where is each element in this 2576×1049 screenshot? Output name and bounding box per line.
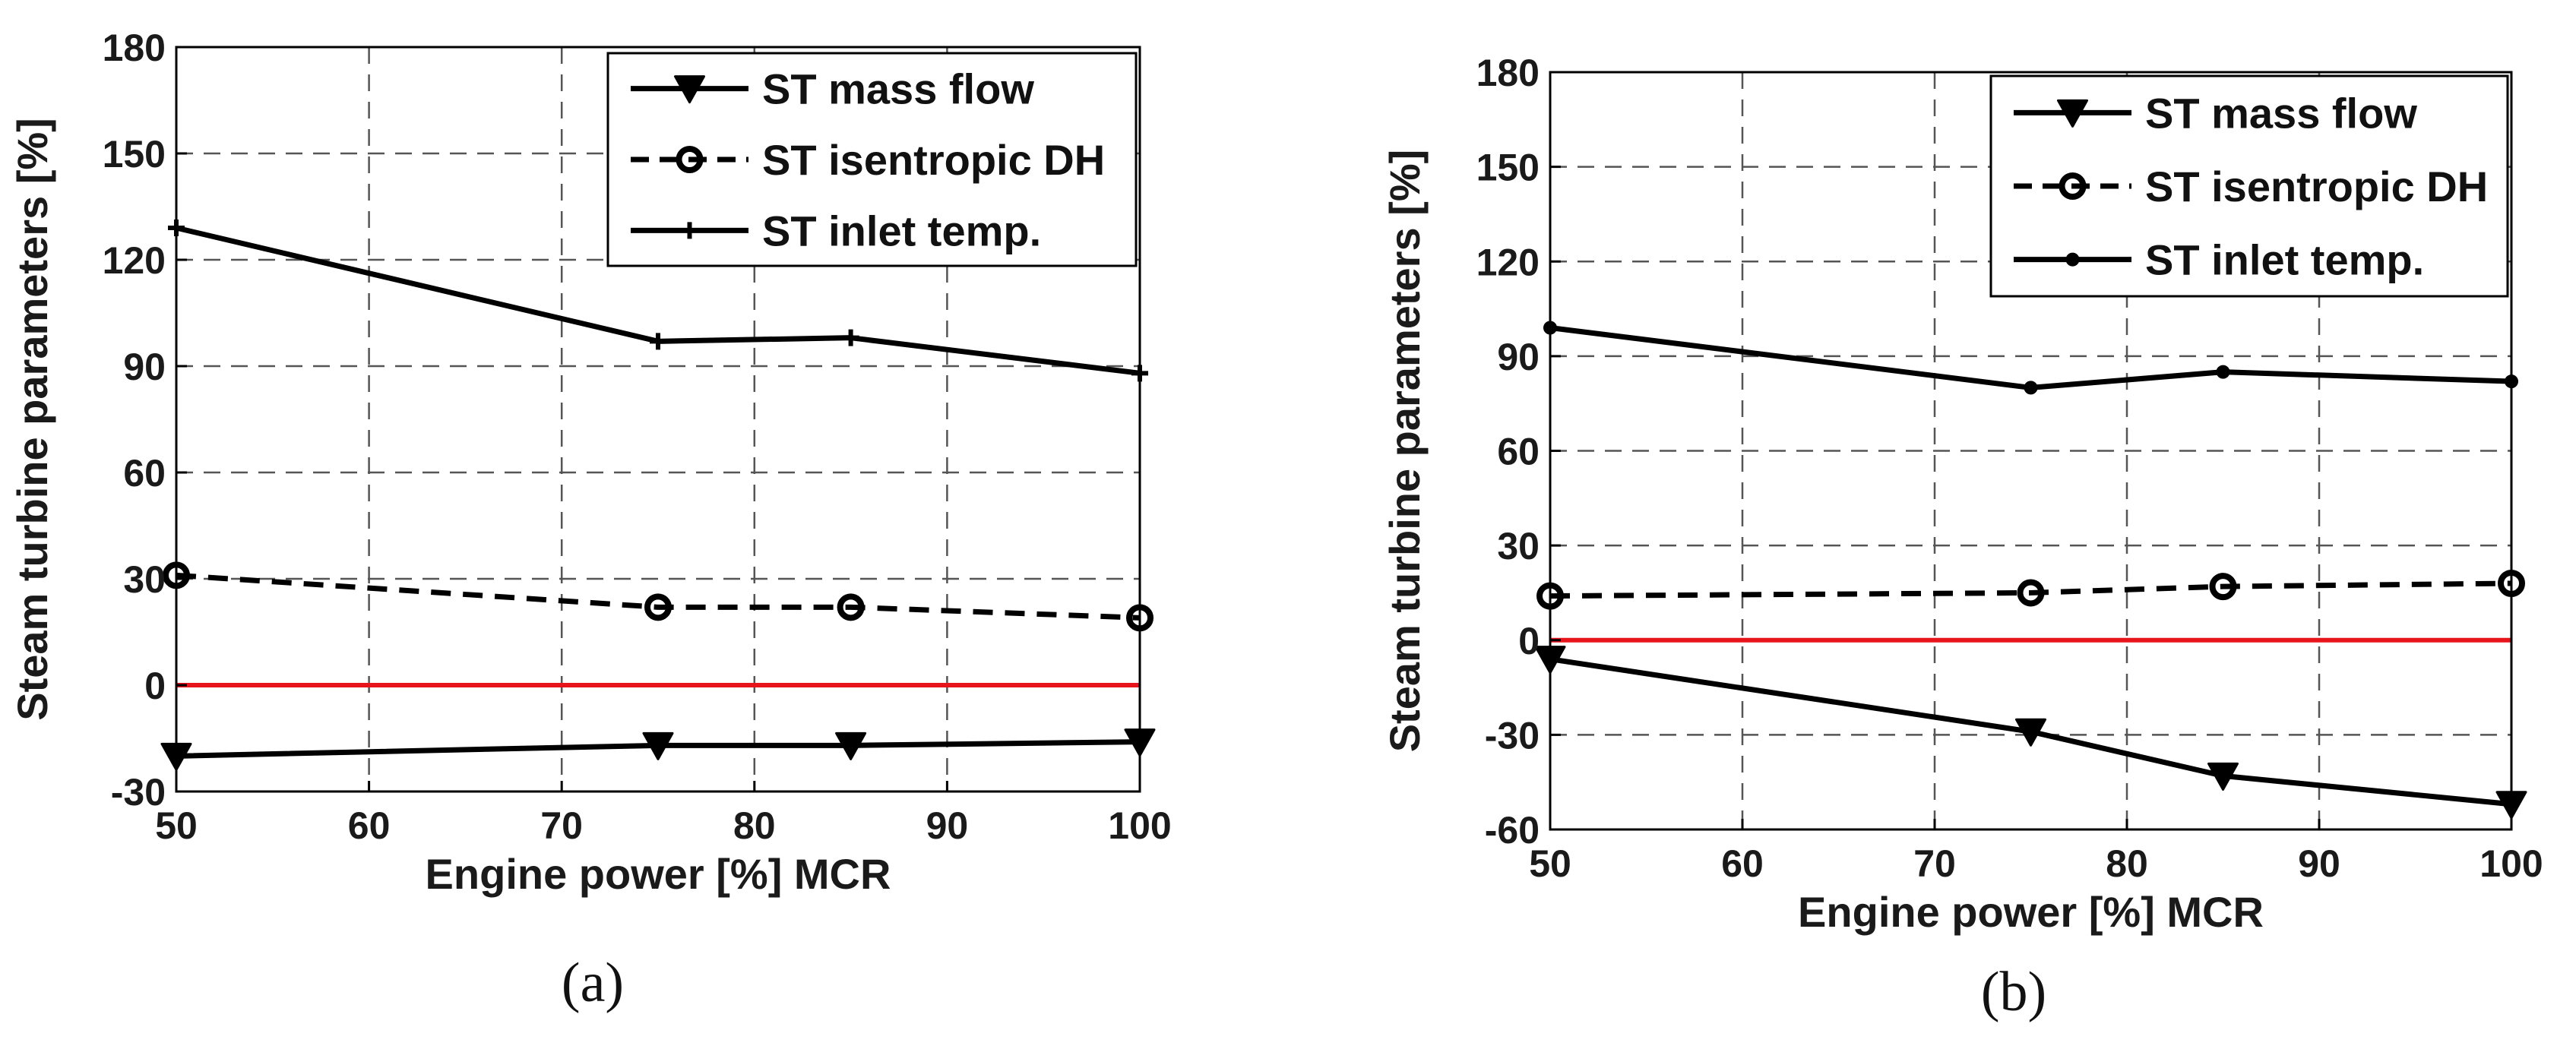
x-tick-label: 100: [2479, 842, 2543, 885]
figure-caption: (a): [562, 952, 624, 1014]
y-tick-label: 90: [1497, 336, 1540, 378]
y-tick-label: 120: [1476, 241, 1540, 283]
legend-marker: [674, 75, 705, 104]
series-line: [176, 572, 1141, 621]
x-tick-label: 60: [348, 804, 391, 847]
series-st-inlet-temp: [168, 220, 1148, 382]
data-point: [2015, 718, 2046, 747]
series-line: [1549, 325, 2512, 390]
axes-frame: [175, 46, 1141, 793]
chart-a: 50 60 70 80 90 100 -30 0 30 60 90 120 150 180 Engine p…: [8, 27, 1172, 1014]
x-tick-label: 70: [540, 804, 583, 847]
data-point: [2209, 573, 2237, 601]
data-point: [650, 333, 666, 350]
y-tick-label: 90: [123, 346, 166, 388]
data-point: [642, 731, 674, 760]
data-point: [644, 593, 672, 621]
y-axis-label: Steam turbine parameters [%]: [1381, 150, 1429, 753]
legend-label: ST mass flow: [762, 65, 1034, 113]
y-tick-label: 60: [1497, 431, 1540, 473]
y-tick-label: 60: [123, 452, 166, 494]
data-point: [2017, 579, 2045, 607]
chart-b: 50 60 70 80 90 100 -60 -30 0 30 60 90 120 150 180 Engin…: [1381, 52, 2543, 1023]
legend-marker: [2065, 252, 2080, 267]
legend: ST mass flow ST isentropic DH ST inlet tem…: [1989, 74, 2509, 298]
legend-label: ST inlet temp.: [762, 207, 1041, 254]
x-tick-label: 80: [733, 804, 776, 847]
series-line: [176, 225, 1141, 376]
legend: ST mass flow ST isentropic DH ST inlet tem…: [606, 52, 1138, 267]
y-tick-label: 180: [1476, 52, 1540, 94]
x-axis-label: Engine power [%] MCR: [426, 850, 891, 898]
x-tick-label: 70: [1913, 842, 1956, 885]
x-axis-label: Engine power [%] MCR: [1798, 888, 2264, 936]
y-tick-label: -30: [111, 771, 166, 814]
legend-marker: [681, 222, 698, 239]
legend-label: ST isentropic DH: [762, 136, 1105, 184]
x-tick-label: 90: [926, 804, 969, 847]
x-tick-label: 90: [2298, 842, 2340, 885]
y-tick-label: 180: [103, 27, 166, 69]
legend-label: ST inlet temp.: [2145, 236, 2424, 284]
figure-caption: (b): [1981, 961, 2046, 1023]
legend-label: ST mass flow: [2145, 89, 2417, 137]
series-line: [176, 739, 1141, 759]
x-tick-label: 50: [155, 804, 198, 847]
series-st-mass-flow: [160, 728, 1156, 771]
y-tick-label: -60: [1485, 809, 1540, 852]
y-tick-label: 0: [1518, 620, 1540, 662]
x-tick-label: 60: [1721, 842, 1764, 885]
data-point: [835, 731, 867, 760]
data-point: [2207, 762, 2239, 791]
data-point: [842, 329, 859, 346]
x-tick-label: 50: [1529, 842, 1571, 885]
series-line: [1549, 656, 2512, 807]
y-axis-label: Steam turbine parameters [%]: [8, 118, 56, 721]
data-point: [837, 593, 865, 621]
y-tick-label: 150: [1476, 147, 1540, 189]
y-tick-label: 0: [144, 665, 166, 707]
legend-marker: [2059, 172, 2087, 200]
y-tick-label: 150: [103, 133, 166, 175]
y-tick-label: -30: [1485, 714, 1540, 757]
y-tick-label: 30: [1497, 525, 1540, 567]
legend-label: ST isentropic DH: [2145, 163, 2488, 210]
x-tick-label: 100: [1108, 804, 1171, 847]
y-tick-label: 120: [103, 239, 166, 282]
data-point: [2216, 365, 2230, 379]
legend-marker: [676, 146, 704, 173]
y-tick-label: 30: [123, 558, 166, 601]
x-tick-label: 80: [2106, 842, 2148, 885]
data-point: [2024, 381, 2038, 395]
series-line: [1549, 580, 2512, 599]
legend-marker: [2057, 99, 2088, 128]
